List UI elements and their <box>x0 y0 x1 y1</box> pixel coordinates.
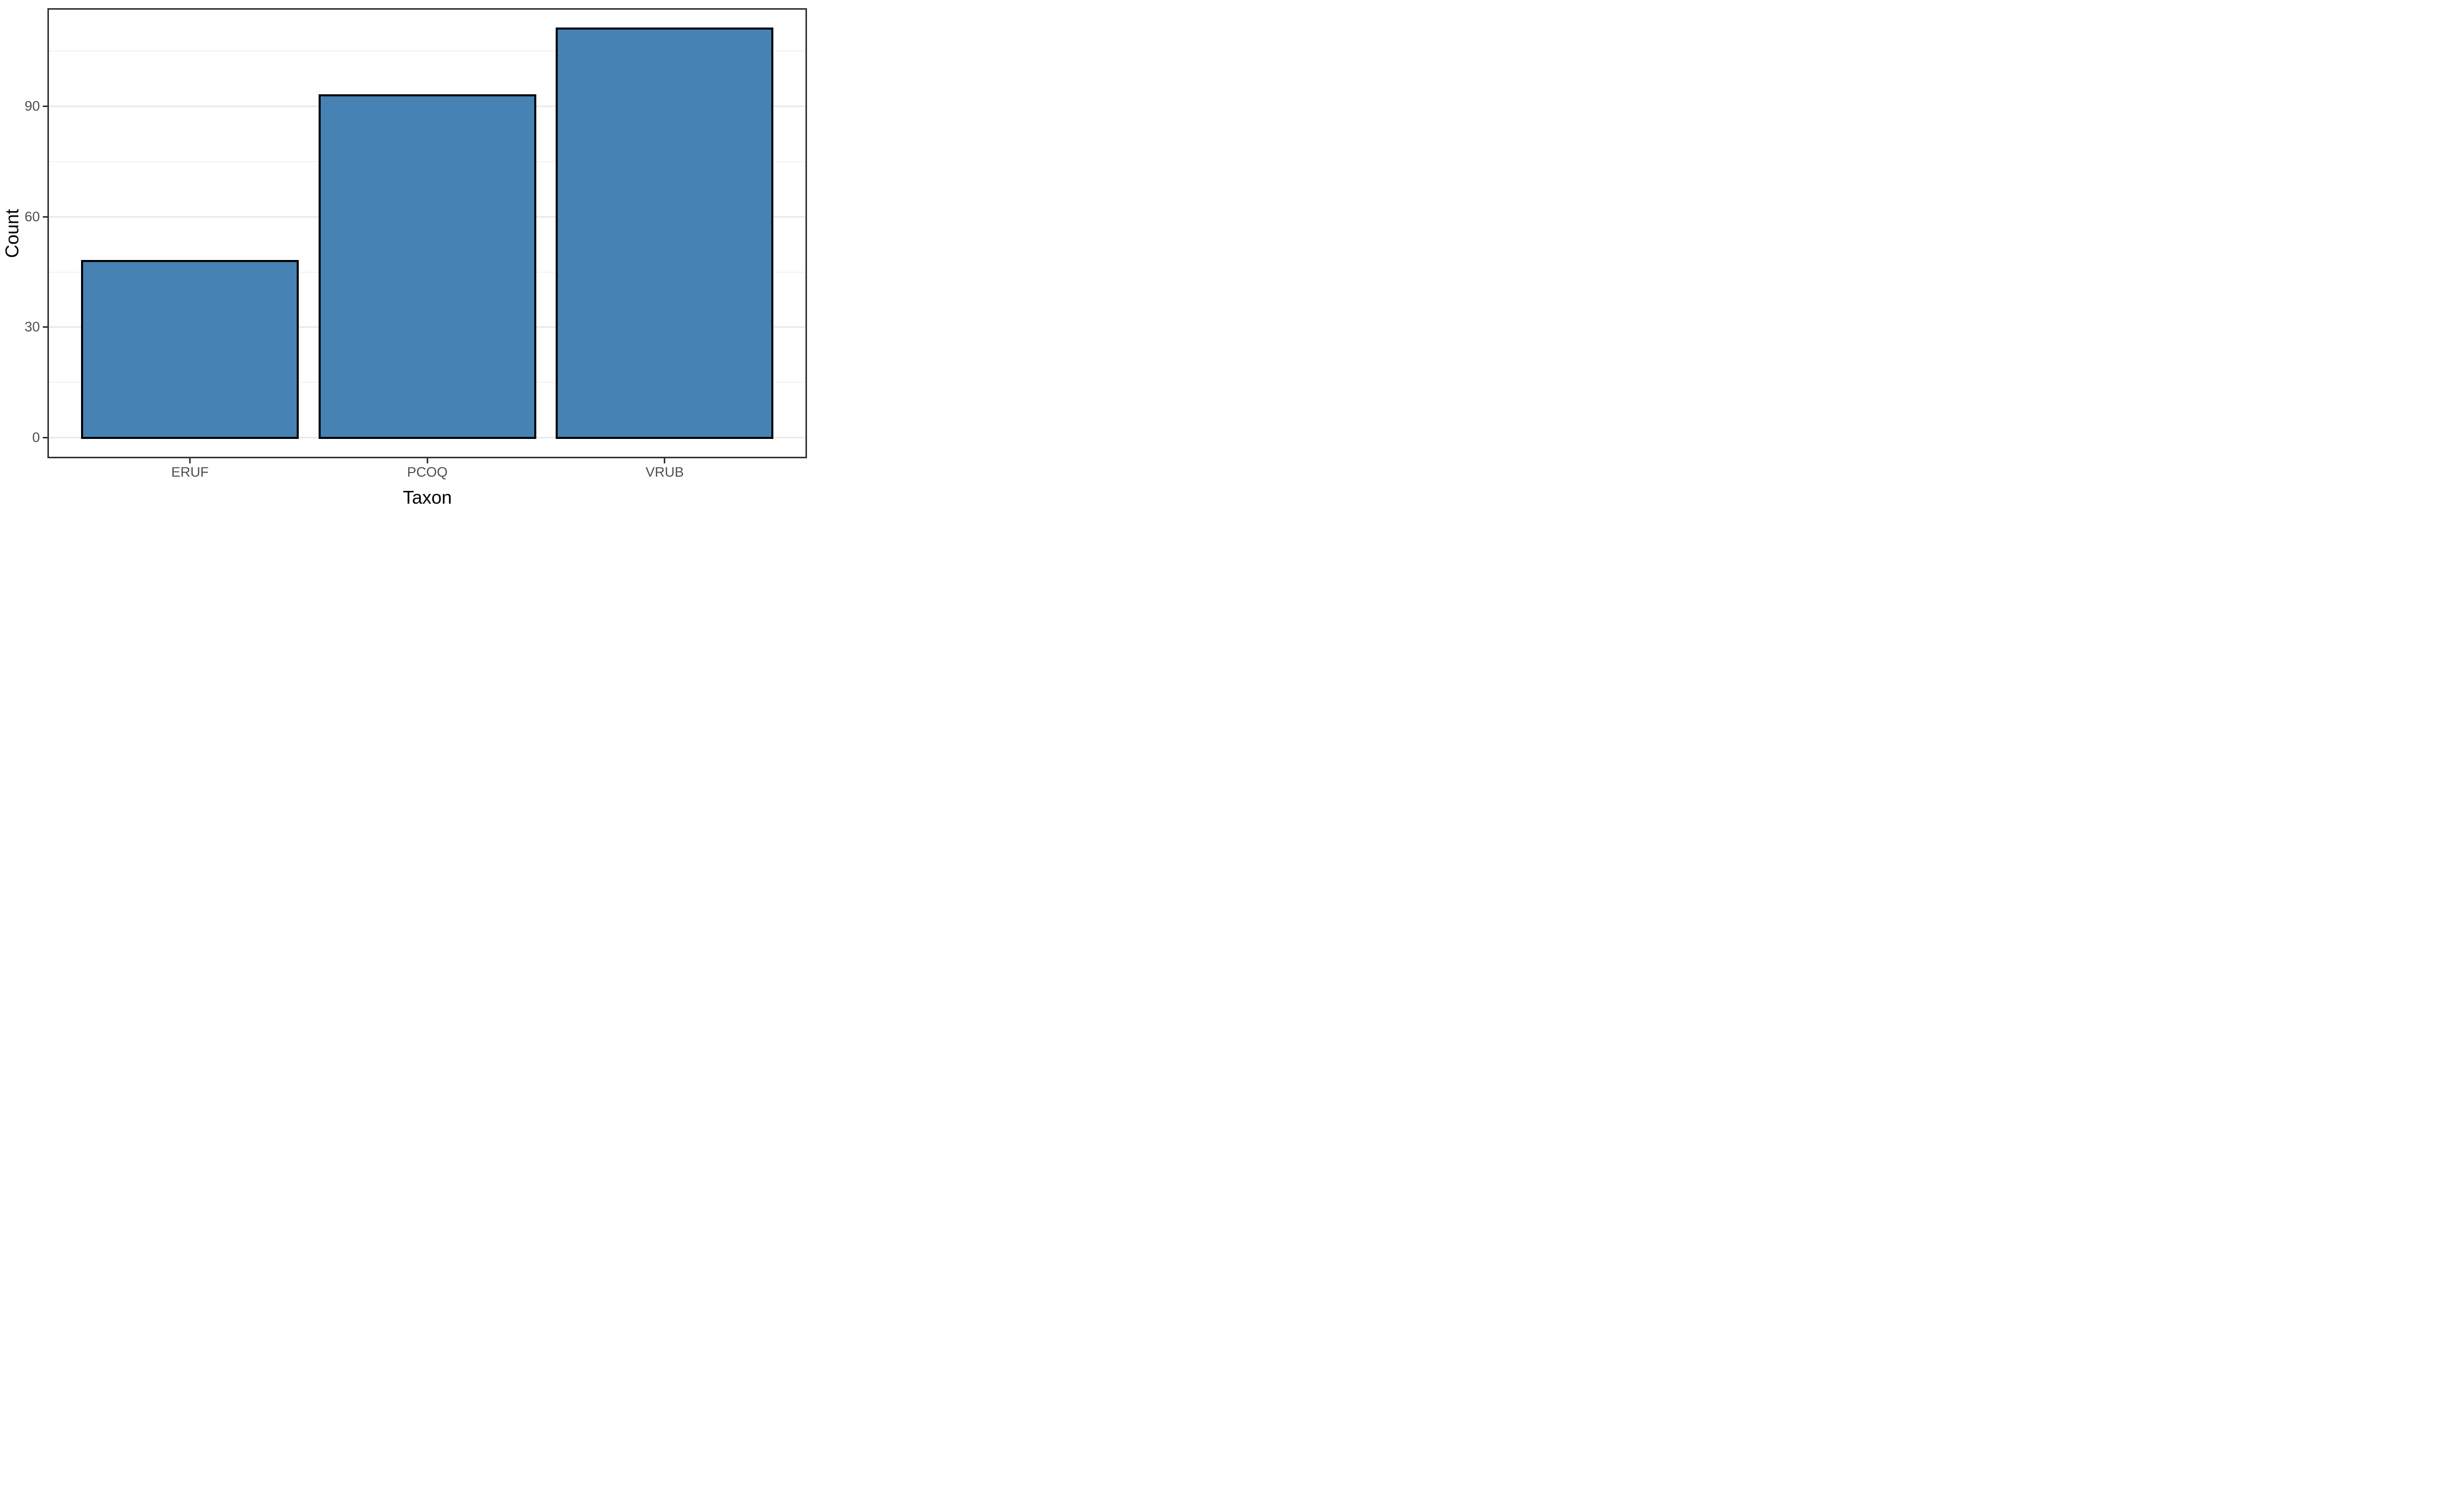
y-axis-tick <box>43 326 48 328</box>
x-tick-label: ERUF <box>171 464 209 480</box>
y-axis-tick <box>43 437 48 439</box>
y-tick-label: 60 <box>24 208 40 224</box>
bar-chart-figure: Taxon Count 0 30 60 90 ERUF PCOQ VRUB <box>0 0 816 504</box>
y-axis-tick <box>43 105 48 107</box>
gridline-minor <box>49 50 806 51</box>
x-tick-label: VRUB <box>645 464 684 480</box>
bar-pcoq <box>318 94 536 439</box>
plot-panel <box>47 8 808 459</box>
y-axis-title: Count <box>2 208 22 258</box>
x-axis-tick <box>189 458 191 463</box>
y-axis-tick <box>43 216 48 218</box>
x-axis-tick <box>664 458 666 463</box>
bar-eruf <box>81 259 299 439</box>
y-tick-label: 0 <box>32 430 40 446</box>
y-tick-label: 90 <box>24 98 40 114</box>
bar-vrub <box>556 28 774 439</box>
x-tick-label: PCOQ <box>407 464 448 480</box>
x-axis-title: Taxon <box>403 487 452 505</box>
x-axis-tick <box>426 458 428 463</box>
y-tick-label: 30 <box>24 319 40 335</box>
